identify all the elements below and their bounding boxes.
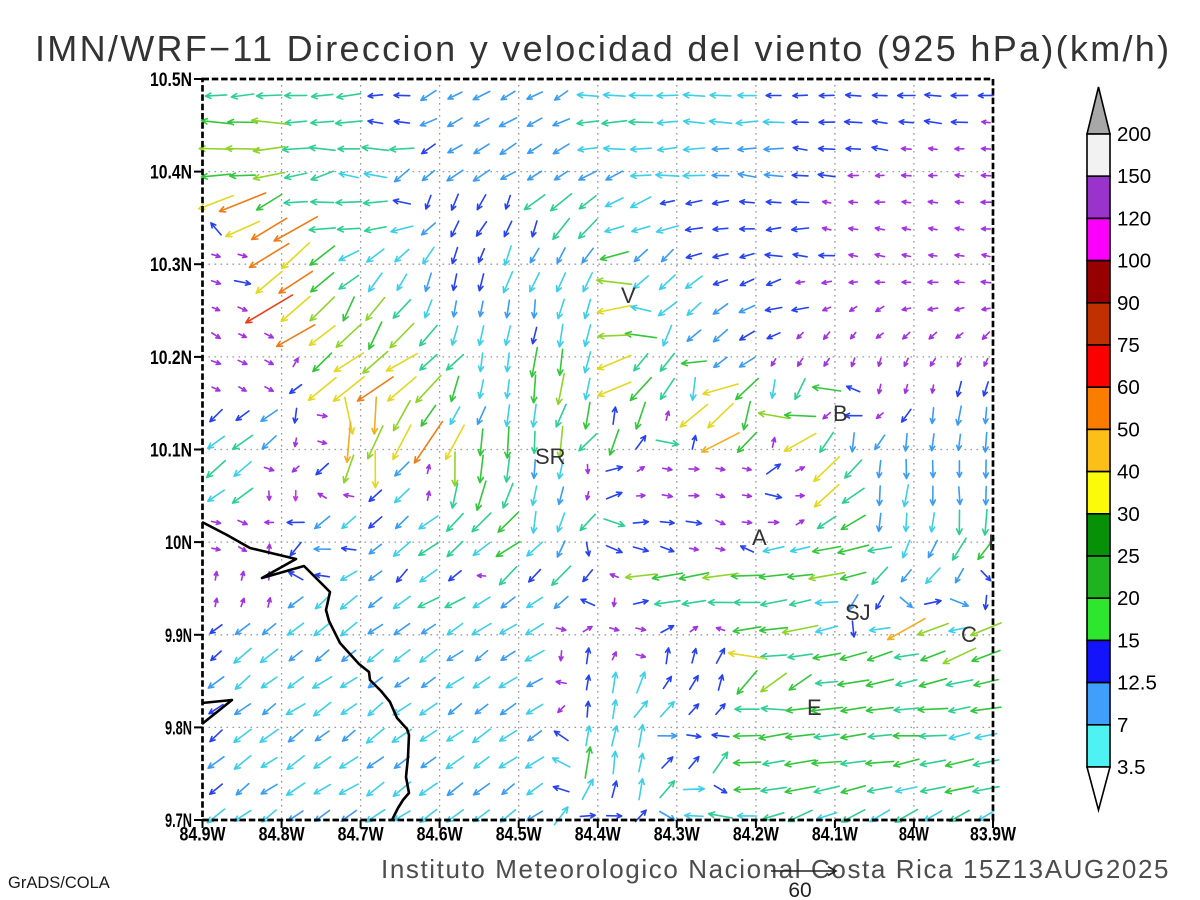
svg-text:84.8W: 84.8W: [259, 825, 305, 846]
svg-text:100: 100: [1117, 250, 1151, 273]
svg-text:84.9W: 84.9W: [180, 825, 226, 846]
svg-text:10.2N: 10.2N: [150, 348, 192, 369]
svg-text:84.6W: 84.6W: [417, 825, 463, 846]
svg-text:3.5: 3.5: [1117, 756, 1146, 779]
svg-text:84.3W: 84.3W: [654, 825, 700, 846]
svg-text:C: C: [961, 622, 977, 647]
svg-text:B: B: [833, 401, 848, 426]
svg-text:84.1W: 84.1W: [812, 825, 858, 846]
svg-text:9.8N: 9.8N: [165, 718, 192, 739]
svg-text:10.1N: 10.1N: [150, 441, 192, 462]
svg-text:10.3N: 10.3N: [150, 255, 192, 276]
svg-text:84.5W: 84.5W: [496, 825, 542, 846]
svg-text:200: 200: [1117, 123, 1151, 146]
svg-text:83.9W: 83.9W: [970, 825, 1016, 846]
svg-text:90: 90: [1117, 292, 1140, 315]
svg-text:GrADS/COLA: GrADS/COLA: [8, 874, 110, 892]
svg-text:V: V: [621, 283, 636, 308]
svg-text:40: 40: [1117, 461, 1140, 484]
svg-text:10.4N: 10.4N: [150, 163, 192, 184]
svg-text:20: 20: [1117, 587, 1140, 610]
svg-text:10.5N: 10.5N: [150, 70, 192, 91]
svg-text:15: 15: [1117, 629, 1140, 652]
svg-text:25: 25: [1117, 545, 1140, 568]
svg-text:84.7W: 84.7W: [338, 825, 384, 846]
svg-text:10N: 10N: [165, 533, 192, 554]
svg-text:9.7N: 9.7N: [165, 811, 192, 832]
svg-text:IMN/WRF−11 Direccion y velocid: IMN/WRF−11 Direccion y velocidad del vie…: [35, 28, 1171, 69]
svg-text:SJ: SJ: [845, 600, 871, 625]
svg-text:120: 120: [1117, 207, 1151, 230]
svg-text:75: 75: [1117, 334, 1140, 357]
svg-text:60: 60: [788, 879, 811, 900]
svg-text:E: E: [807, 695, 822, 720]
svg-text:I: I: [988, 530, 994, 555]
svg-text:84W: 84W: [899, 825, 929, 846]
svg-text:60: 60: [1117, 376, 1140, 399]
svg-text:SR: SR: [535, 444, 566, 469]
svg-text:50: 50: [1117, 418, 1140, 441]
svg-text:7: 7: [1117, 714, 1128, 737]
svg-text:12.5: 12.5: [1117, 672, 1157, 695]
svg-text:30: 30: [1117, 503, 1140, 526]
svg-text:84.2W: 84.2W: [733, 825, 779, 846]
svg-text:84.4W: 84.4W: [575, 825, 621, 846]
svg-text:150: 150: [1117, 165, 1151, 188]
svg-text:9.9N: 9.9N: [165, 626, 192, 647]
svg-text:A: A: [752, 525, 767, 550]
svg-text:Instituto Meteorologico Nacion: Instituto Meteorologico Nacional Costa R…: [381, 854, 1170, 884]
